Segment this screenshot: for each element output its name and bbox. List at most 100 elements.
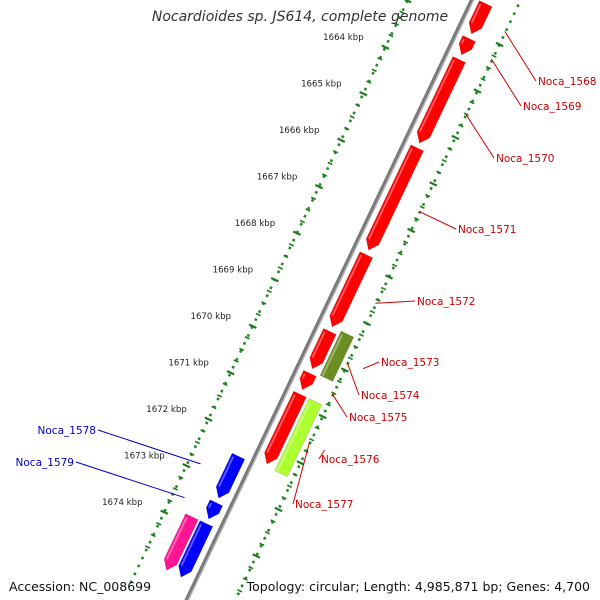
inner-ruler-tick bbox=[349, 115, 355, 119]
inner-ruler-tick bbox=[337, 137, 346, 143]
inner-ruler-tick bbox=[145, 545, 151, 549]
outer-ruler-tick bbox=[369, 310, 376, 314]
inner-ruler-tick bbox=[299, 219, 306, 224]
inner-ruler-tick bbox=[172, 487, 178, 491]
outer-ruler-tick bbox=[491, 54, 497, 58]
gene-arrow bbox=[329, 251, 374, 328]
ruler-tick-label: 1666 kbp bbox=[279, 126, 320, 136]
inner-ruler-tick bbox=[393, 22, 400, 26]
ruler-tick-label: 1672 kbp bbox=[146, 405, 187, 415]
inner-ruler-tick bbox=[266, 289, 272, 294]
gene-arrow-gloss bbox=[418, 59, 455, 133]
inner-ruler-tick bbox=[244, 335, 250, 340]
inner-ruler-tick bbox=[277, 266, 283, 270]
inner-ruler-tick bbox=[156, 521, 162, 526]
gene-label: Noca_1576 bbox=[321, 454, 380, 466]
ruler-tick-label: 1674 kbp bbox=[102, 498, 143, 508]
gene-arrow-gloss bbox=[470, 3, 482, 24]
inner-ruler-tick bbox=[332, 149, 339, 154]
outer-ruler-dots bbox=[233, 0, 523, 600]
gene-arrow-gloss bbox=[165, 516, 188, 560]
inner-ruler-tick bbox=[270, 276, 279, 283]
gene-arrow-gloss bbox=[180, 523, 203, 567]
inner-ruler-tick bbox=[403, 0, 412, 4]
gene-arrow bbox=[264, 390, 307, 465]
gene-arrow-gloss bbox=[266, 394, 296, 454]
inner-ruler-tick bbox=[239, 347, 245, 352]
gene-label: Noca_1575 bbox=[349, 412, 407, 424]
gene-arrow bbox=[205, 499, 224, 520]
outer-ruler-tick bbox=[264, 530, 271, 535]
inner-ruler-tick bbox=[377, 56, 383, 61]
inner-ruler-tick bbox=[371, 68, 377, 73]
ruler-tick-label: 1671 kbp bbox=[168, 358, 209, 368]
inner-ruler-tick bbox=[388, 33, 394, 38]
gene-arrow bbox=[458, 35, 476, 56]
gene-leader-line bbox=[97, 429, 201, 465]
ruler-tick-label: 1664 kbp bbox=[323, 33, 364, 43]
gene-label: Noca_1573 bbox=[381, 357, 439, 369]
outer-ruler-tick bbox=[331, 391, 337, 396]
outer-ruler-tick bbox=[469, 100, 475, 105]
outer-ruler-tick bbox=[362, 320, 371, 327]
inner-ruler-tick bbox=[226, 369, 235, 376]
inner-ruler-tick bbox=[255, 312, 261, 317]
inner-ruler-tick bbox=[233, 359, 239, 363]
gene-arrow-gloss bbox=[208, 502, 213, 509]
ruler-tick-label: 1670 kbp bbox=[191, 312, 232, 322]
gene-arrow-gloss bbox=[276, 401, 312, 472]
inner-ruler-tick bbox=[222, 382, 228, 387]
gene-arrow bbox=[163, 513, 199, 571]
inner-ruler-tick bbox=[167, 498, 173, 503]
inner-ruler-tick bbox=[150, 533, 156, 538]
outer-ruler-tick bbox=[252, 553, 261, 559]
inner-ruler-tick bbox=[292, 230, 301, 236]
gene-arrow bbox=[365, 144, 424, 251]
outer-ruler-tick bbox=[447, 147, 453, 151]
gene-label: Noca_1568 bbox=[538, 76, 596, 88]
gene-arrow bbox=[299, 369, 317, 391]
outer-ruler-tick bbox=[303, 449, 309, 454]
gene-leader-line bbox=[292, 441, 311, 505]
outer-ruler-tick bbox=[384, 274, 394, 280]
outer-ruler-tick bbox=[391, 263, 398, 268]
gene-leader-line bbox=[491, 58, 522, 107]
genome-backbone bbox=[184, 0, 475, 600]
outer-ruler-tick bbox=[242, 577, 248, 582]
genome-summary: Topology: circular; Length: 4,985,871 bp… bbox=[246, 579, 590, 594]
inner-ruler-tick bbox=[204, 416, 213, 422]
gene-arrow bbox=[416, 56, 466, 144]
gene-leader-line bbox=[375, 300, 416, 304]
gene-label: Noca_1571 bbox=[458, 224, 516, 236]
inner-ruler-tick bbox=[314, 183, 324, 190]
outer-ruler-tick bbox=[281, 496, 287, 500]
inner-ruler-tick bbox=[200, 428, 206, 433]
gene-leader-line bbox=[362, 361, 380, 370]
inner-ruler-tick bbox=[305, 208, 311, 212]
outer-ruler-tick bbox=[325, 403, 331, 407]
ruler-tick-label: 1673 kbp bbox=[124, 451, 165, 461]
outer-ruler-tick bbox=[451, 134, 460, 141]
gene-label: Noca_1570 bbox=[496, 153, 554, 165]
outer-ruler-tick bbox=[336, 379, 342, 384]
inner-ruler-tick bbox=[327, 161, 333, 166]
genome-backbone-highlight bbox=[187, 0, 475, 600]
gene-leader-line bbox=[75, 461, 185, 499]
outer-ruler-tick bbox=[480, 77, 486, 82]
inner-ruler-tick bbox=[216, 394, 223, 398]
inner-ruler-tick bbox=[381, 44, 390, 50]
outer-ruler-tick bbox=[340, 367, 349, 373]
gene-arrow-gloss bbox=[321, 334, 344, 376]
gene-arrow-gloss bbox=[460, 38, 465, 45]
inner-ruler-tick bbox=[344, 126, 350, 131]
gene-arrow-gloss bbox=[301, 373, 306, 379]
gene-leader-line bbox=[418, 210, 457, 230]
inner-ruler-tick bbox=[160, 509, 169, 515]
inner-ruler-tick bbox=[261, 301, 267, 305]
inner-ruler-dots bbox=[127, 0, 410, 588]
outer-ruler-tick bbox=[436, 170, 442, 175]
inner-ruler-tick bbox=[359, 90, 368, 97]
outer-ruler-tick bbox=[347, 356, 353, 361]
